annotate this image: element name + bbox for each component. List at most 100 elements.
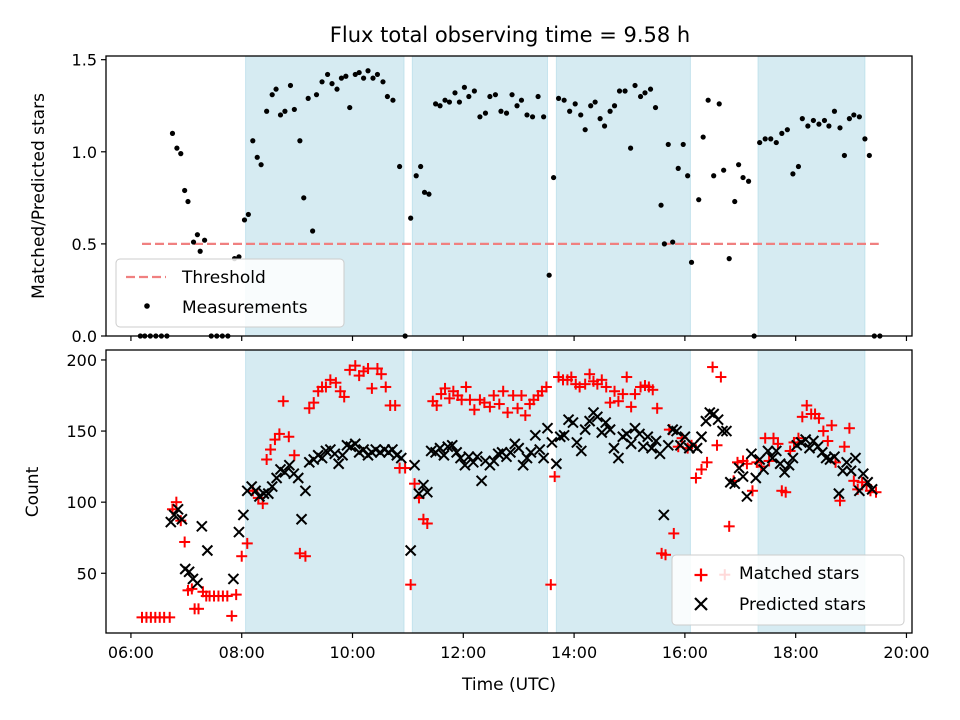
bottom-y-ticks: 50 100 150 200: [66, 351, 106, 583]
predicted-star-point: [450, 446, 463, 459]
measurement-point: [264, 108, 270, 114]
y-tick-label: 0.5: [72, 235, 97, 254]
matched-star-point: [659, 549, 671, 561]
measurement-point: [611, 103, 618, 109]
matched-star-point: [179, 536, 191, 548]
predicted-star-point: [550, 458, 563, 470]
measurement-point: [334, 86, 340, 92]
measurement-point: [637, 93, 644, 100]
matched-star-point: [371, 362, 383, 374]
predicted-star-point: [712, 413, 724, 426]
measurement-point: [841, 152, 848, 159]
measurement-point: [597, 116, 603, 122]
predicted-star-point: [541, 422, 554, 434]
measurement-point: [757, 139, 763, 146]
measurement-point: [313, 92, 320, 98]
matched-star-point: [230, 589, 242, 601]
bottom-axes-frame: [105, 349, 913, 634]
predicted-star-point: [467, 456, 479, 469]
measurement-point: [601, 123, 608, 129]
measurement-point: [642, 90, 648, 96]
x-tick-label: 14:00: [551, 643, 597, 662]
measurement-point: [688, 259, 695, 265]
predicted-star-point: [172, 503, 184, 515]
predicted-star-point: [438, 449, 450, 461]
predicted-star-point: [471, 450, 483, 463]
matched-star-point: [431, 399, 443, 411]
predicted-star-point: [571, 436, 583, 449]
measurement-point: [716, 101, 722, 107]
measurement-point: [390, 97, 396, 103]
predicted-star-point: [176, 513, 188, 525]
predicted-star-point: [857, 468, 869, 480]
measurement-point: [324, 71, 331, 78]
measurement-point: [541, 114, 547, 120]
predicted-star-point: [417, 479, 430, 491]
predicted-star-point: [787, 452, 799, 464]
observing-interval-3: [757, 55, 866, 337]
measurement-point: [561, 97, 567, 103]
measurement-point: [588, 103, 594, 109]
measurement-point: [236, 254, 242, 260]
matched-star-point: [269, 434, 281, 446]
matched-star-point: [690, 472, 702, 484]
measurement-point: [795, 163, 802, 170]
matched-star-point: [621, 371, 633, 383]
measurement-point: [466, 93, 472, 100]
matched-star-point: [848, 475, 860, 487]
measurement-point: [437, 103, 443, 109]
measurement-point: [846, 116, 853, 122]
matched-star-point: [695, 463, 707, 475]
matched-star-point: [512, 402, 524, 414]
predicted-star-point: [608, 442, 620, 454]
matched-star-point: [540, 381, 552, 393]
predicted-star-point: [336, 449, 349, 461]
measurement-point: [810, 117, 816, 124]
matched-star-point: [460, 381, 472, 393]
matched-star-point: [772, 438, 784, 450]
predicted-star-point: [525, 446, 537, 459]
predicted-star-point: [861, 476, 874, 488]
matched-star-point: [421, 517, 433, 529]
measurement-point: [347, 104, 353, 111]
measurement-point: [768, 136, 774, 142]
matched-star-point: [338, 391, 350, 403]
measurement-point: [370, 75, 376, 81]
matched-star-point: [409, 478, 421, 490]
measurement-point: [740, 174, 746, 181]
matched-star-point: [843, 422, 855, 434]
measurement-point: [826, 123, 832, 129]
predicted-star-point: [575, 445, 587, 457]
measurement-point: [721, 167, 727, 173]
measurement-point: [442, 97, 448, 103]
measurement-point: [273, 86, 279, 92]
bottom-legend: Matched stars Predicted stars: [671, 554, 905, 626]
top-axes-frame: [105, 55, 913, 337]
matched-star-point: [579, 378, 591, 390]
measurement-point: [258, 162, 264, 168]
matched-star-point: [612, 395, 624, 407]
measurement-point: [732, 198, 738, 205]
measurement-point: [799, 116, 805, 122]
measurement-point: [241, 217, 248, 223]
predicted-star-point: [766, 452, 779, 464]
measurement-point: [627, 145, 634, 151]
matched-star-point: [768, 432, 780, 444]
predicted-star-point: [168, 509, 180, 521]
measurement-point: [352, 71, 358, 78]
matched-star-point: [380, 381, 392, 393]
top-y-ticks: 0.0 0.5 1.0 1.5: [72, 51, 106, 346]
matched-star-point: [170, 496, 182, 508]
x-tick-label: 16:00: [662, 643, 708, 662]
measurement-point: [380, 79, 386, 85]
measurement-point: [360, 75, 367, 81]
matched-star-point: [502, 407, 514, 419]
measurement-point: [305, 95, 311, 101]
matched-star-point: [715, 371, 727, 383]
measurement-point: [277, 112, 284, 118]
measurement-point: [607, 108, 613, 114]
matched-star-point: [813, 412, 825, 424]
predicted-star-point: [591, 411, 604, 423]
matched-star-point: [439, 382, 451, 394]
matched-star-point: [443, 392, 455, 404]
